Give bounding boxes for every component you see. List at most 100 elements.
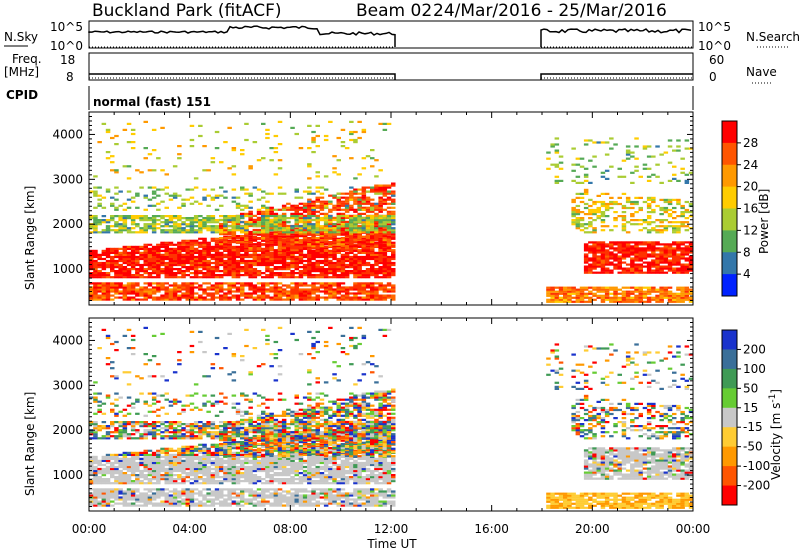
power-cell — [123, 229, 128, 231]
power-cell — [165, 187, 170, 189]
power-cell — [139, 299, 144, 301]
power-cell — [391, 207, 396, 209]
power-cell — [227, 127, 232, 129]
power-cell — [156, 258, 161, 260]
power-cell — [290, 239, 295, 241]
power-cell — [378, 288, 383, 290]
velocity-cell — [156, 468, 161, 470]
power-cell — [110, 225, 115, 227]
power-cell — [97, 282, 102, 284]
power-cell — [341, 213, 346, 215]
power-cell — [383, 254, 388, 256]
power-cell — [299, 209, 304, 211]
power-cell — [651, 299, 656, 301]
power-cell — [349, 221, 354, 223]
power-cell — [630, 299, 635, 301]
power-cell — [139, 274, 144, 276]
power-cell — [261, 243, 266, 245]
power-cell — [618, 247, 623, 249]
power-cell — [370, 292, 375, 294]
power-cell — [664, 259, 669, 261]
power-cell — [316, 276, 321, 278]
power-cell — [257, 262, 262, 264]
velocity-cell — [127, 464, 132, 466]
power-cell — [240, 235, 245, 237]
power-cell — [118, 225, 123, 227]
velocity-cell — [114, 503, 119, 505]
power-cell — [676, 249, 681, 251]
power-cell — [93, 221, 98, 223]
velocity-cell — [148, 454, 153, 456]
power-cell — [244, 264, 249, 266]
power-cell — [274, 286, 279, 288]
power-cell — [622, 295, 627, 297]
power-cell — [571, 291, 576, 293]
power-cell — [664, 209, 669, 211]
power-cell — [215, 131, 220, 133]
velocity-cell — [114, 413, 119, 415]
power-cell — [202, 246, 207, 248]
power-cell — [139, 171, 144, 173]
power-cell — [299, 295, 304, 297]
power-cell — [643, 145, 648, 147]
power-cell — [219, 219, 224, 221]
power-cell — [345, 211, 350, 213]
power-cell — [295, 268, 300, 270]
power-cell — [378, 282, 383, 284]
power-cell — [685, 287, 690, 289]
power-cell — [131, 133, 136, 135]
power-cell — [114, 260, 119, 262]
power-cell — [257, 264, 262, 266]
power-cell — [584, 247, 589, 249]
power-cell — [131, 274, 136, 276]
power-cell — [643, 148, 648, 150]
power-cell — [328, 260, 333, 262]
power-cell — [676, 150, 681, 152]
power-cell — [156, 276, 161, 278]
power-cell — [299, 256, 304, 258]
power-cell — [555, 301, 560, 303]
power-cell — [278, 254, 283, 256]
velocity-cell — [123, 466, 128, 468]
power-cell — [194, 297, 199, 299]
power-cell — [206, 227, 211, 229]
power-cell — [337, 207, 342, 209]
power-cell — [664, 227, 669, 229]
power-cell — [240, 221, 245, 223]
power-cell — [152, 264, 157, 266]
power-cell — [605, 287, 610, 289]
power-cell — [206, 282, 211, 284]
power-cell — [349, 225, 354, 227]
power-cell — [680, 243, 685, 245]
power-cell — [127, 141, 132, 143]
power-cell — [173, 225, 178, 227]
power-cell — [152, 286, 157, 288]
power-cell — [592, 166, 597, 168]
power-cell — [286, 209, 291, 211]
power-cell — [223, 239, 228, 241]
power-cell — [244, 249, 249, 251]
power-cell — [93, 276, 98, 278]
power-cell — [362, 223, 367, 225]
power-cell — [659, 299, 664, 301]
velocity-cell — [131, 454, 136, 456]
power-cell — [601, 287, 606, 289]
power-cell — [261, 282, 266, 284]
power-cell — [316, 201, 321, 203]
power-cell — [248, 288, 253, 290]
power-cell — [177, 145, 182, 147]
power-cell — [240, 244, 245, 246]
power-cell — [257, 286, 262, 288]
power-cell — [353, 209, 358, 211]
power-cell — [223, 266, 228, 268]
power-cell — [299, 247, 304, 249]
power-cell — [387, 215, 392, 217]
power-cell — [215, 240, 220, 242]
power-cell — [274, 213, 279, 215]
power-cell — [114, 221, 119, 223]
power-cell — [580, 219, 585, 221]
nave-tick-high: 60 — [709, 53, 724, 67]
velocity-cell — [131, 462, 136, 464]
power-cell — [328, 270, 333, 272]
